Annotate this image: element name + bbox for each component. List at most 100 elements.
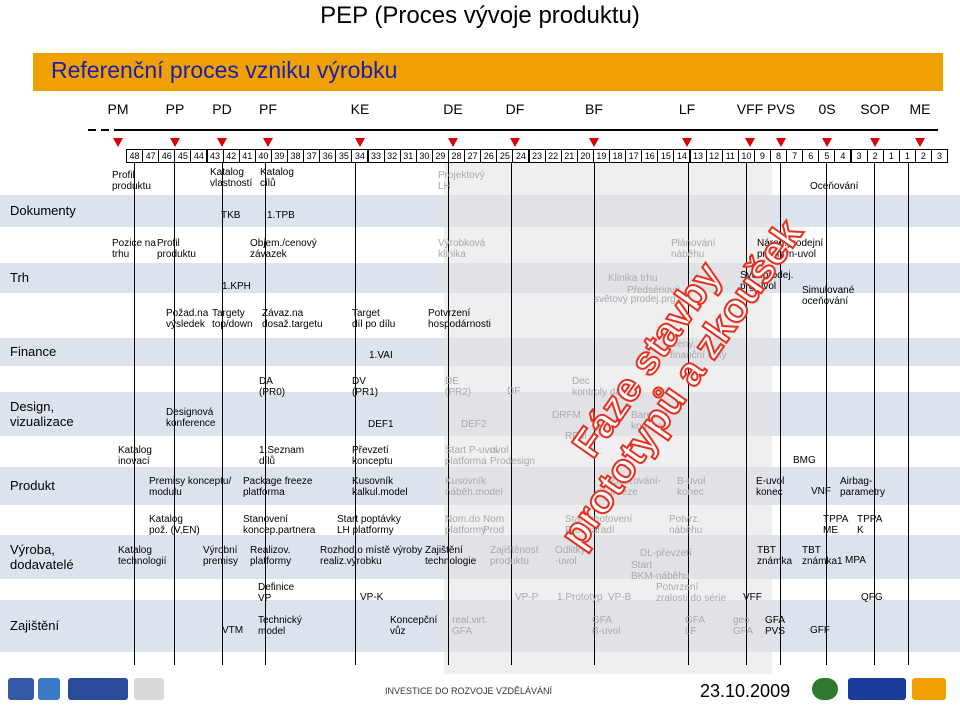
footer: INVESTICE DO ROZVOJE VZDĚLÁVÁNÍ 23.10.20… [0, 672, 960, 705]
milestone-label: VTM [222, 625, 244, 636]
gate-line [265, 160, 266, 665]
week-cell: 20 [576, 149, 594, 163]
week-cell: 29 [431, 149, 449, 163]
phase-de: DE [443, 101, 463, 117]
phase-marker [113, 138, 123, 147]
week-cell: 8 [770, 149, 788, 163]
milestone-label: DRFM [552, 410, 581, 421]
gate-line [826, 160, 827, 665]
milestone-label: B-uvol konec [677, 476, 706, 498]
milestone-label: Koncepční vůz [390, 615, 438, 637]
milestone-label: Katalog technologií [118, 545, 167, 567]
week-cell: 47 [142, 149, 160, 163]
milestone-label: Předsériový [627, 285, 680, 296]
week-cell: 25 [496, 149, 514, 163]
week-cell: 23 [528, 149, 546, 163]
phase-marker [263, 138, 273, 147]
milestone-label: Odlitky -uvol [555, 545, 586, 567]
milestone-label: Rozhod.o místě výroby realiz.výrobku [320, 545, 423, 567]
milestone-label: TPPA ME [823, 514, 849, 536]
row-label: Trh [10, 270, 30, 285]
week-cell: 13 [689, 149, 707, 163]
milestone-label: Oceňování [810, 181, 859, 192]
week-cell: 44 [190, 149, 208, 163]
week-cell: 5 [818, 149, 836, 163]
milestone-label: Dec kontroly dat [572, 376, 624, 398]
milestone-label: RFM [565, 431, 587, 442]
week-cell: 35 [335, 149, 353, 163]
phase-bf: BF [585, 101, 603, 117]
gate-line [174, 160, 175, 665]
gate-line [134, 160, 135, 665]
milestone-label: DV (PR1) [352, 376, 379, 398]
phase-marker [915, 138, 925, 147]
milestone-label: Airbag-parametry [840, 476, 886, 498]
milestone-label: Start zhotovení Prot.nářadí [565, 514, 633, 536]
milestone-label: Barevná komise [631, 410, 669, 432]
milestone-label: 1.Prototyp [557, 592, 603, 603]
week-cell: 14 [673, 149, 691, 163]
timeline-line [88, 129, 938, 131]
milestone-label: 1.TPB [267, 210, 295, 221]
gate-line [594, 160, 595, 665]
phase-marker [217, 138, 227, 147]
milestone-label: Závaz.na dosaž.targetu [262, 308, 323, 330]
gate-line [355, 160, 356, 665]
milestone-label: Zasíťování-freeze [610, 476, 661, 498]
week-cell: 36 [319, 149, 337, 163]
milestone-label: Projektový LH [438, 170, 485, 192]
week-cell: 16 [641, 149, 659, 163]
week-cell: 30 [415, 149, 433, 163]
gate-line [448, 160, 449, 665]
phase-marker [870, 138, 880, 147]
milestone-label: 1.KPH [222, 281, 251, 292]
week-cell: 37 [303, 149, 321, 163]
footer-text: INVESTICE DO ROZVOJE VZDĚLÁVÁNÍ [385, 686, 553, 696]
skoda-logo-icon [812, 678, 838, 700]
milestone-label: Simulované oceňování [802, 285, 855, 307]
week-cell: 27 [464, 149, 482, 163]
milestone-label: Potvrzení zralosti do série [656, 582, 727, 604]
week-cell: 34 [351, 149, 369, 163]
milestone-label: Zajištěnost produktu [490, 545, 539, 567]
phase-vff: VFF [736, 101, 764, 117]
phase-ke: KE [350, 101, 370, 117]
milestone-label: Katalog inovací [118, 445, 152, 467]
week-cell: 22 [544, 149, 562, 163]
page-title: PEP (Proces vývoje produktu) [320, 2, 640, 29]
phase-marker [776, 138, 786, 147]
week-cell: 3 [850, 149, 868, 163]
milestone-label: Požad.na výsledek [166, 308, 209, 330]
milestone-label: Kusovník kalkul.model [352, 476, 408, 498]
partner-logo-icon [912, 678, 946, 700]
milestone-label: DL-převzetí [640, 548, 692, 559]
phase-pvs: PVS [766, 101, 796, 117]
milestone-label: Start poptávky LH platformy [337, 514, 401, 536]
row-label: Dokumenty [10, 203, 76, 218]
phase-lf: LF [678, 101, 696, 117]
phase-marker [822, 138, 832, 147]
week-cell: 10 [737, 149, 755, 163]
week-cell: 3 [931, 149, 949, 163]
milestone-label: DEF2 [461, 419, 487, 430]
week-cell: 12 [705, 149, 723, 163]
gate-line [511, 160, 512, 665]
gate-line [908, 160, 909, 665]
milestone-label: Svět.prodej. prg-uvol [740, 270, 794, 292]
week-cell: 26 [480, 149, 498, 163]
week-cell: 41 [238, 149, 256, 163]
milestone-label: Definice VP [258, 582, 295, 604]
gate-line [780, 160, 781, 665]
milestone-label: Start BKM-náběhu [631, 560, 690, 582]
milestone-label: BMG [793, 455, 816, 466]
row-label: Produkt [10, 478, 55, 493]
week-cell: 4 [834, 149, 852, 163]
milestone-label: VP-K [360, 592, 384, 603]
ministry-logo-icon [68, 678, 128, 700]
phase-marker [510, 138, 520, 147]
phase-pf: PF [259, 101, 277, 117]
milestone-label: Pozice na trhu [112, 238, 156, 260]
week-cell: 33 [367, 149, 385, 163]
week-cell: 18 [609, 149, 627, 163]
milestone-label: Národ.prodejní program-uvol [757, 238, 824, 260]
